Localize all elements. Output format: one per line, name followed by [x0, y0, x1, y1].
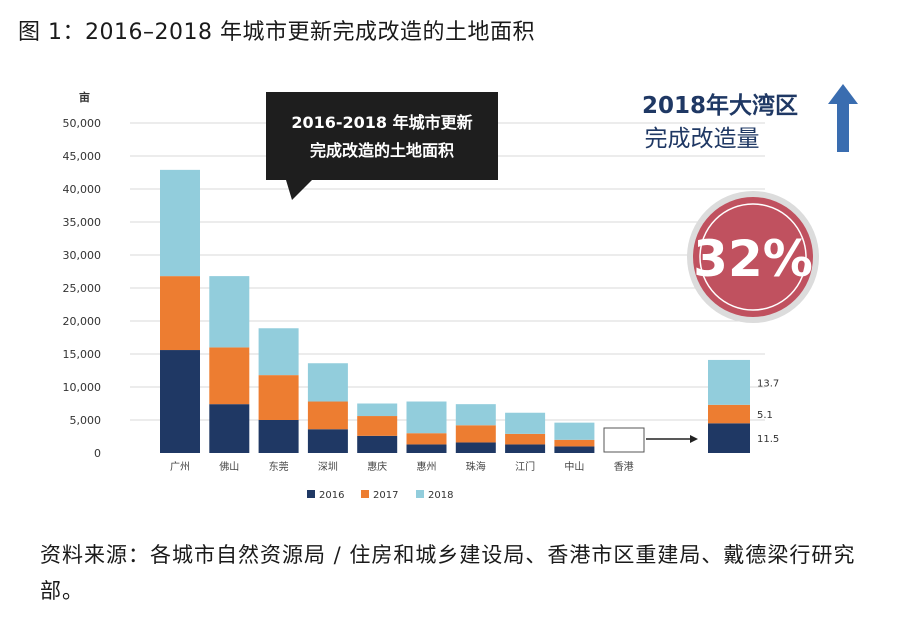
bar-segment-2016 [209, 404, 250, 453]
x-tick-label: 珠海 [466, 460, 486, 473]
highlight-line-1: 2018年大湾区 [642, 92, 798, 119]
x-axis: 广州 佛山 东莞 深圳 惠庆 惠州 珠海 江门 中山 香港 [170, 460, 634, 473]
y-tick-label: 45,000 [63, 150, 102, 163]
legend-label: 2016 [319, 490, 344, 501]
bar-segment-2018 [406, 401, 447, 434]
bar-segment-2016 [554, 446, 595, 453]
bars [160, 169, 595, 453]
total-bar: 11.5 5.1 13.7 [708, 359, 779, 453]
arrow-head-icon [690, 435, 698, 443]
bar-segment-2017 [505, 433, 546, 445]
legend-swatch-2017 [361, 490, 369, 498]
bar-segment-2016 [455, 442, 496, 453]
bar-segment-2018 [357, 403, 398, 417]
x-tick-label: 深圳 [318, 461, 338, 473]
hk-empty-box [603, 427, 645, 453]
y-tick-label: 35,000 [63, 216, 102, 229]
callout-line-1: 2016-2018 年城市更新 [291, 113, 472, 132]
total-bar-label: 5.1 [757, 410, 773, 421]
percent-badge: 32% [687, 191, 819, 323]
callout: 2016-2018 年城市更新 完成改造的土地面积 [266, 92, 498, 200]
legend-swatch-2016 [307, 490, 315, 498]
highlight-line-2: 完成改造量 [645, 126, 760, 152]
up-arrow-icon [828, 84, 858, 152]
y-axis: 0 5,000 10,000 15,000 20,000 25,000 30,000 35,0… [63, 117, 102, 460]
legend-label: 2017 [373, 490, 398, 501]
hk-placeholder [603, 427, 698, 453]
legend: 2016 2017 2018 [307, 490, 453, 501]
bar-segment-2017 [160, 276, 200, 351]
total-bar-segment-2017 [708, 404, 750, 424]
x-tick-label: 佛山 [219, 460, 239, 473]
y-tick-label: 20,000 [63, 315, 102, 328]
bar-segment-2017 [357, 416, 398, 436]
total-bar-segment-2018 [708, 359, 750, 405]
bar-segment-2016 [307, 429, 348, 453]
total-bar-label: 13.7 [757, 378, 779, 389]
bar-segment-2017 [209, 347, 250, 405]
source-note: 资料来源：各城市自然资源局 / 住房和城乡建设局、香港市区重建局、戴德梁行研究部… [40, 543, 856, 603]
bar-segment-2016 [357, 435, 398, 453]
x-tick-label: 广州 [170, 461, 190, 473]
bar-segment-2016 [160, 350, 200, 453]
y-tick-label: 0 [94, 447, 101, 460]
bar-segment-2017 [455, 425, 496, 443]
y-tick-label: 30,000 [63, 249, 102, 262]
bar-segment-2017 [307, 401, 348, 430]
y-tick-label: 5,000 [70, 414, 102, 427]
bar-segment-2018 [160, 169, 200, 277]
bar-segment-2016 [258, 420, 299, 453]
bar-segment-2017 [406, 433, 447, 445]
figure-title: 图 1：2016–2018 年城市更新完成改造的土地面积 [18, 20, 535, 45]
y-tick-label: 15,000 [63, 348, 102, 361]
bar-segment-2018 [209, 276, 250, 348]
total-bar-label: 11.5 [757, 434, 779, 445]
total-bar-segment-2016 [708, 423, 750, 453]
bar-segment-2016 [406, 444, 447, 453]
bar-segment-2018 [307, 363, 348, 402]
y-axis-unit: 亩 [79, 90, 90, 104]
bar-segment-2018 [505, 412, 546, 434]
x-tick-label: 惠庆 [367, 460, 387, 473]
x-tick-label: 香港 [614, 461, 634, 473]
bar-segment-2018 [258, 328, 299, 376]
bar-segment-2018 [455, 404, 496, 426]
x-tick-label: 江门 [515, 460, 535, 473]
x-tick-label: 东莞 [269, 460, 289, 473]
bar-segment-2016 [505, 444, 546, 453]
percent-value: 32% [693, 230, 813, 288]
callout-line-2: 完成改造的土地面积 [310, 141, 454, 160]
legend-label: 2018 [428, 490, 453, 501]
y-tick-label: 10,000 [63, 381, 102, 394]
x-tick-label: 中山 [564, 460, 584, 473]
legend-swatch-2018 [416, 490, 424, 498]
y-tick-label: 50,000 [63, 117, 102, 130]
y-tick-label: 25,000 [63, 282, 102, 295]
highlight-group: 2018年大湾区 完成改造量 32% [642, 84, 858, 323]
bar-segment-2017 [258, 375, 299, 420]
y-tick-label: 40,000 [63, 183, 102, 196]
x-tick-label: 惠州 [417, 460, 437, 473]
bar-segment-2017 [554, 439, 595, 447]
bar-segment-2018 [554, 422, 595, 440]
